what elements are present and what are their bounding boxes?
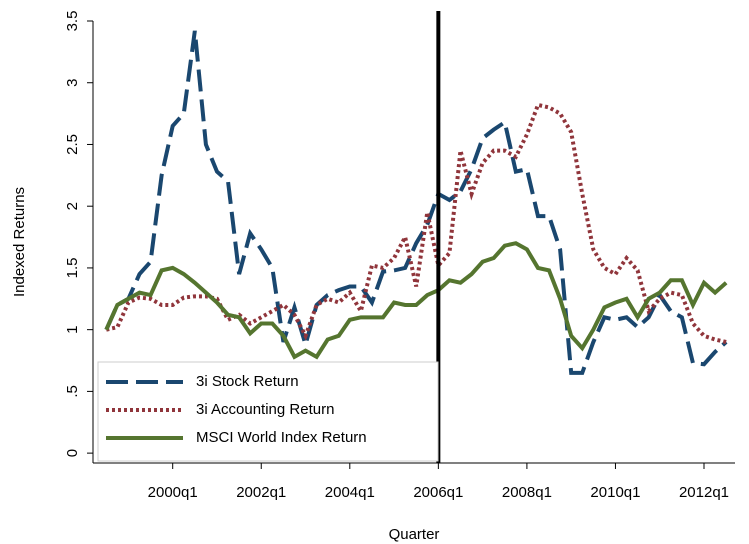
series-line	[104, 241, 728, 360]
legend	[97, 361, 439, 462]
legend-label: 3i Accounting Return	[196, 401, 334, 418]
legend-label: 3i Stock Return	[196, 373, 299, 390]
y-tick-label: 0	[64, 449, 81, 457]
y-axis-title: Indexed Returns	[11, 187, 28, 297]
x-tick-label: 2006q1	[413, 484, 463, 501]
y-tick-label: 3.5	[64, 11, 81, 32]
x-tick-label: 2008q1	[502, 484, 552, 501]
series-line	[104, 30, 728, 375]
y-tick-label: 2.5	[64, 134, 81, 155]
y-tick-label: .5	[64, 385, 81, 398]
x-tick-label: 2010q1	[590, 484, 640, 501]
y-tick-label: 3	[64, 79, 81, 87]
y-tick-label: 2	[64, 202, 81, 210]
x-tick-label: 2000q1	[148, 484, 198, 501]
x-tick-label: 2002q1	[236, 484, 286, 501]
legend-label: MSCI World Index Return	[196, 429, 367, 446]
y-tick-label: 1	[64, 325, 81, 333]
y-tick-label: 1.5	[64, 257, 81, 278]
x-tick-label: 2004q1	[325, 484, 375, 501]
x-tick-label: 2012q1	[679, 484, 729, 501]
x-axis-title: Quarter	[389, 526, 440, 543]
series-line	[105, 102, 727, 344]
